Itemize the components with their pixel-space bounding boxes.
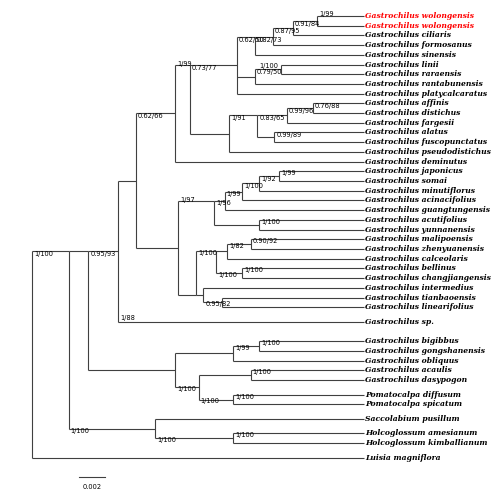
- Text: Gastrochilus sp.: Gastrochilus sp.: [366, 318, 434, 326]
- Text: 0.002: 0.002: [83, 485, 102, 491]
- Text: Saccolabium pusillum: Saccolabium pusillum: [366, 415, 460, 423]
- Text: Gastrochilus formosanus: Gastrochilus formosanus: [366, 41, 472, 49]
- Text: Gastrochilus alatus: Gastrochilus alatus: [366, 128, 448, 136]
- Text: 1/100: 1/100: [177, 386, 196, 392]
- Text: 1/100: 1/100: [34, 250, 53, 256]
- Text: 0.87/95: 0.87/95: [275, 28, 300, 34]
- Text: Gastrochilus minutiflorus: Gastrochilus minutiflorus: [366, 187, 476, 195]
- Text: Gastrochilus acinacifolius: Gastrochilus acinacifolius: [366, 196, 476, 205]
- Text: 1/100: 1/100: [200, 398, 220, 404]
- Text: Gastrochilus bellinus: Gastrochilus bellinus: [366, 264, 456, 272]
- Text: Gastrochilus dasypogon: Gastrochilus dasypogon: [366, 376, 468, 384]
- Text: Gastrochilus guangtungensis: Gastrochilus guangtungensis: [366, 206, 490, 214]
- Text: Gastrochilus changjiangensis: Gastrochilus changjiangensis: [366, 274, 492, 282]
- Text: Gastrochilus acutifolius: Gastrochilus acutifolius: [366, 216, 468, 224]
- Text: 1/99: 1/99: [177, 61, 192, 67]
- Text: Gastrochilus zhenyuanensis: Gastrochilus zhenyuanensis: [366, 245, 484, 253]
- Text: Gastrochilus linearifolius: Gastrochilus linearifolius: [366, 303, 474, 311]
- Text: Gastrochilus wolongensis: Gastrochilus wolongensis: [366, 22, 474, 30]
- Text: Gastrochilus bigibbus: Gastrochilus bigibbus: [366, 337, 459, 345]
- Text: Holcoglossum amesianum: Holcoglossum amesianum: [366, 429, 478, 438]
- Text: Gastrochilus affinis: Gastrochilus affinis: [366, 99, 449, 108]
- Text: Gastrochilus acaulis: Gastrochilus acaulis: [366, 367, 452, 374]
- Text: Gastrochilus calceolaris: Gastrochilus calceolaris: [366, 254, 468, 263]
- Text: Gastrochilus rantabunensis: Gastrochilus rantabunensis: [366, 80, 483, 88]
- Text: Gastrochilus tianbaoensis: Gastrochilus tianbaoensis: [366, 293, 476, 302]
- Text: Gastrochilus raraensis: Gastrochilus raraensis: [366, 70, 462, 78]
- Text: Gastrochilus linii: Gastrochilus linii: [366, 60, 439, 69]
- Text: 1/92: 1/92: [262, 176, 276, 182]
- Text: Gastrochilus pseudodistichus: Gastrochilus pseudodistichus: [366, 148, 492, 156]
- Text: Gastrochilus fargesii: Gastrochilus fargesii: [366, 119, 454, 127]
- Text: Holcoglossum kimballianum: Holcoglossum kimballianum: [366, 439, 488, 447]
- Text: 1/99: 1/99: [319, 11, 334, 17]
- Text: Pomatocalpa diffusum: Pomatocalpa diffusum: [366, 390, 462, 399]
- Text: Gastrochilus intermedius: Gastrochilus intermedius: [366, 284, 474, 292]
- Text: 1/100: 1/100: [158, 437, 176, 443]
- Text: 1/99: 1/99: [236, 345, 250, 351]
- Text: 1/100: 1/100: [262, 340, 280, 346]
- Text: 1/100: 1/100: [236, 393, 255, 399]
- Text: 0.79/50: 0.79/50: [257, 69, 282, 75]
- Text: 0.90/92: 0.90/92: [252, 238, 278, 244]
- Text: 0.73/77: 0.73/77: [192, 65, 218, 71]
- Text: Gastrochilus platycalcaratus: Gastrochilus platycalcaratus: [366, 90, 488, 98]
- Text: 0.99/96: 0.99/96: [288, 108, 314, 114]
- Text: Gastrochilus sinensis: Gastrochilus sinensis: [366, 51, 456, 59]
- Text: Gastrochilus japonicus: Gastrochilus japonicus: [366, 167, 463, 175]
- Text: 0.83/65: 0.83/65: [259, 116, 284, 122]
- Text: 1/91: 1/91: [231, 115, 246, 121]
- Text: Gastrochilus yunnanensis: Gastrochilus yunnanensis: [366, 226, 475, 234]
- Text: Gastrochilus somai: Gastrochilus somai: [366, 177, 448, 185]
- Text: 1/100: 1/100: [244, 267, 263, 273]
- Text: Gastrochilus gongshanensis: Gastrochilus gongshanensis: [366, 347, 486, 355]
- Text: 0.82/73: 0.82/73: [257, 36, 282, 42]
- Text: Luisia magniflora: Luisia magniflora: [366, 454, 441, 462]
- Text: Pomatocalpa spicatum: Pomatocalpa spicatum: [366, 400, 462, 408]
- Text: 1/100: 1/100: [198, 250, 218, 256]
- Text: Gastrochilus ciliaris: Gastrochilus ciliaris: [366, 31, 452, 39]
- Text: 0.95/82: 0.95/82: [206, 301, 231, 307]
- Text: Gastrochilus malipoensis: Gastrochilus malipoensis: [366, 235, 473, 244]
- Text: 0.95/93: 0.95/93: [90, 250, 116, 256]
- Text: 1/82: 1/82: [229, 243, 244, 249]
- Text: 1/100: 1/100: [218, 272, 237, 278]
- Text: 1/99: 1/99: [226, 191, 242, 197]
- Text: 0.62/66: 0.62/66: [138, 113, 164, 120]
- Text: 1/100: 1/100: [236, 432, 255, 438]
- Text: 1/96: 1/96: [216, 201, 230, 207]
- Text: 0.99/89: 0.99/89: [276, 132, 302, 138]
- Text: 1/100: 1/100: [262, 219, 280, 225]
- Text: 1/88: 1/88: [120, 315, 136, 321]
- Text: 1/100: 1/100: [70, 428, 90, 434]
- Text: Gastrochilus deminutus: Gastrochilus deminutus: [366, 157, 468, 166]
- Text: Gastrochilus wolongensis: Gastrochilus wolongensis: [366, 12, 474, 20]
- Text: 0.76/88: 0.76/88: [314, 103, 340, 109]
- Text: 0.91/84: 0.91/84: [295, 21, 320, 27]
- Text: 1/97: 1/97: [180, 197, 195, 203]
- Text: Gastrochilus distichus: Gastrochilus distichus: [366, 109, 461, 117]
- Text: 0.62/50: 0.62/50: [239, 37, 264, 43]
- Text: 1/100: 1/100: [252, 370, 272, 375]
- Text: Gastrochilus obliquus: Gastrochilus obliquus: [366, 357, 459, 365]
- Text: Gastrochilus fuscopunctatus: Gastrochilus fuscopunctatus: [366, 138, 488, 146]
- Text: 1/100: 1/100: [244, 183, 263, 189]
- Text: 1/99: 1/99: [281, 170, 295, 176]
- Text: 1/100: 1/100: [260, 63, 278, 69]
